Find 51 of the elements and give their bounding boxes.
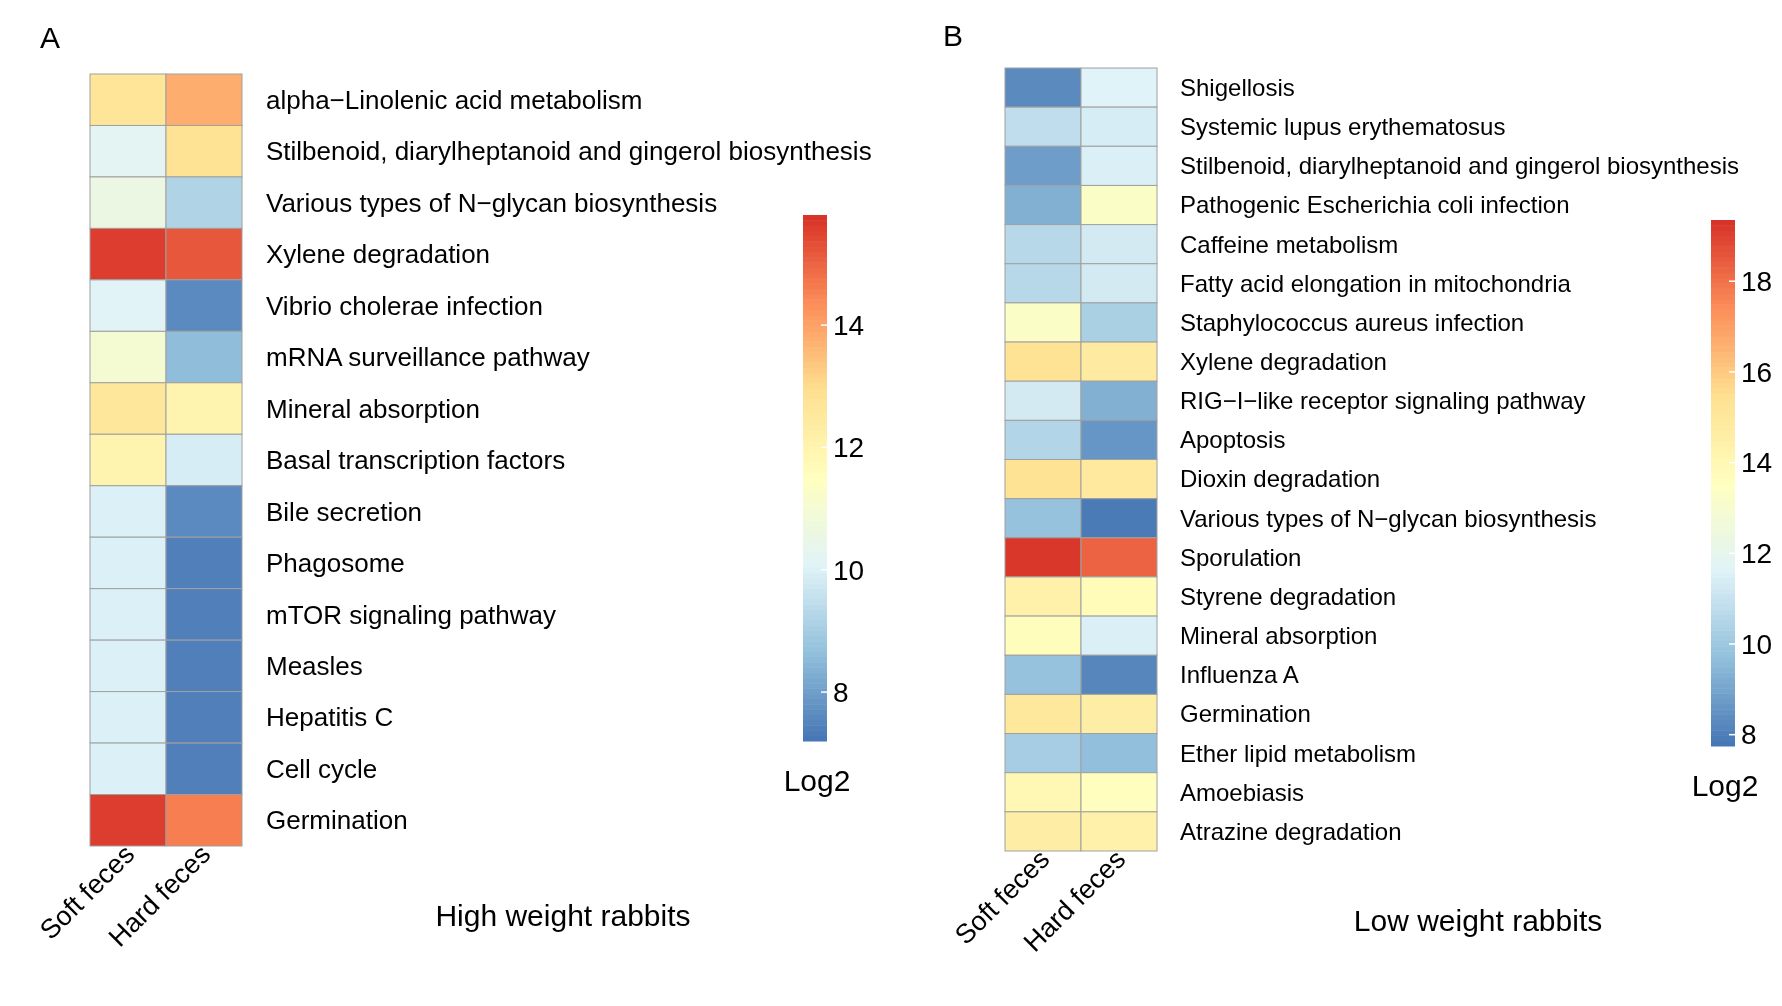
y-tick-label: Bile secretion (266, 496, 423, 527)
color-bar-label: 12 (833, 432, 865, 464)
color-bar-label: 16 (1741, 356, 1773, 388)
color-bar-label: 14 (1741, 447, 1773, 479)
y-tick-label: mTOR signaling pathway (266, 599, 556, 630)
y-tick-label: Fatty acid elongation in mitochondria (1180, 269, 1572, 297)
color-bar-label: 8 (1741, 719, 1757, 751)
y-tick-label: alpha−Linolenic acid metabolism (266, 84, 643, 115)
color-bar-label: 10 (833, 554, 865, 586)
y-tick-label: Xylene degradation (1180, 348, 1387, 376)
chart-title: A (39, 21, 61, 54)
y-tick-label: Germination (266, 805, 408, 836)
color-bar-label: 10 (1741, 628, 1773, 660)
y-tick-label: Various types of N−glycan biosynthesis (1180, 504, 1597, 532)
y-tick-label: Styrene degradation (1180, 582, 1397, 610)
y-tick-label: Dioxin degradation (1180, 465, 1381, 493)
y-tick-label: Mineral absorption (1180, 622, 1378, 650)
y-tick-label: Measles (266, 650, 363, 681)
y-tick-label: Vibrio cholerae infection (266, 290, 544, 321)
x-axis-title: Low weight rabbits (1353, 904, 1603, 937)
y-tick-label: Various types of N−glycan biosynthesis (266, 187, 718, 218)
color-bar-title: Log2 (1691, 769, 1759, 802)
y-tick-label: Influenza A (1180, 661, 1299, 689)
color-bar-label: 18 (1741, 266, 1773, 298)
chart-title: B (942, 19, 964, 52)
y-tick-label: Pathogenic Escherichia coli infection (1180, 191, 1570, 219)
y-tick-label: Sporulation (1180, 543, 1302, 571)
y-tick-label: mRNA surveillance pathway (266, 342, 590, 373)
y-tick-label: Staphylococcus aureus infection (1180, 308, 1525, 336)
y-tick-label: Shigellosis (1180, 73, 1295, 101)
y-tick-label: Mineral absorption (266, 393, 480, 424)
y-tick-label: RIG−I−like receptor signaling pathway (1180, 387, 1586, 415)
y-tick-label: Ether lipid metabolism (1180, 739, 1417, 767)
y-tick-label: Basal transcription factors (266, 445, 566, 476)
color-bar-title: Log2 (783, 764, 851, 797)
y-tick-label: Germination (1180, 700, 1311, 728)
y-tick-label: Cell cycle (266, 753, 378, 784)
y-tick-label: Amoebiasis (1180, 778, 1305, 806)
y-tick-label: Phagosome (266, 548, 405, 579)
y-tick-label: Caffeine metabolism (1180, 230, 1399, 258)
y-tick-label: Atrazine degradation (1180, 817, 1402, 845)
color-bar-label: 8 (833, 676, 849, 708)
y-tick-label: Xylene degradation (266, 239, 491, 270)
y-tick-label: Stilbenoid, diarylheptanoid and gingerol biosynthesis (1180, 152, 1740, 180)
y-tick-label: Hepatitis C (266, 702, 394, 733)
color-bar-label: 12 (1741, 538, 1773, 570)
y-tick-label: Systemic lupus erythematosus (1180, 113, 1506, 141)
x-axis-title: High weight rabbits (435, 899, 691, 932)
y-tick-label: Stilbenoid, diarylheptanoid and gingerol biosynthesis (266, 136, 872, 167)
color-bar-label: 14 (833, 309, 865, 341)
y-tick-label: Apoptosis (1180, 426, 1286, 454)
